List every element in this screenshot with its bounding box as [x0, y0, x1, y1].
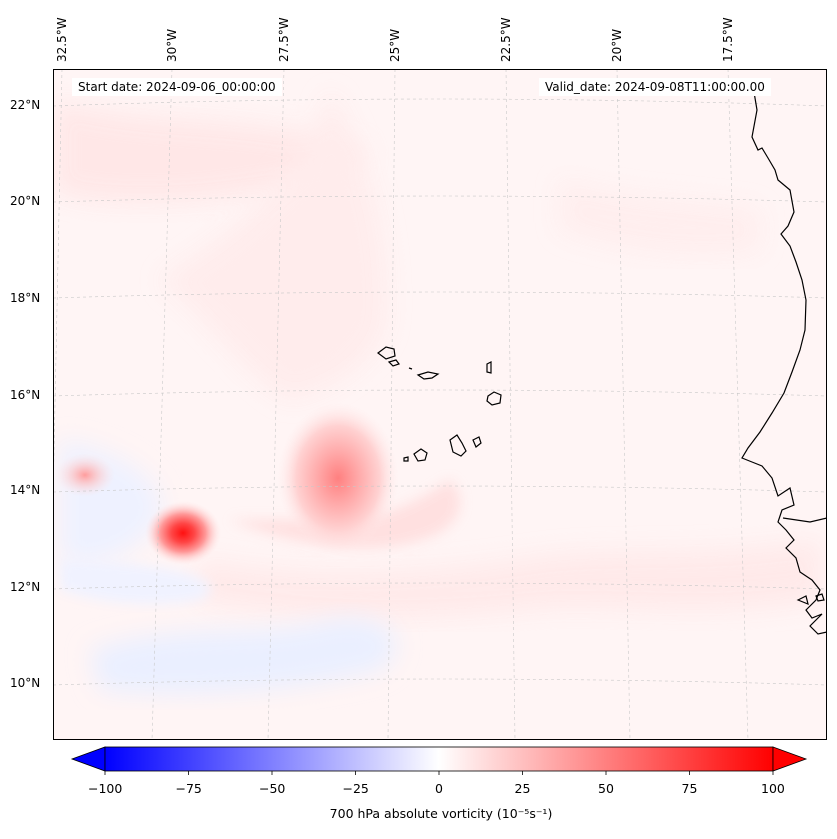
- lon-label-17-5w: 17.5°W: [721, 17, 735, 62]
- vortex-west: [145, 501, 221, 565]
- pink-band-east: [560, 180, 760, 254]
- pink-band-diagonal: [160, 90, 387, 400]
- cb-tick-label-neg25: −25: [342, 781, 369, 796]
- island-sao-nicolau: [416, 371, 440, 380]
- island-santiago: [449, 434, 467, 457]
- cb-tick-label-neg75: −75: [175, 781, 202, 796]
- africa-coastline: [741, 79, 827, 635]
- cb-tick-label-50: 50: [598, 781, 614, 796]
- colorbar: [70, 746, 808, 775]
- island-sao-vicente: [387, 359, 400, 367]
- island-bissagos-1: [796, 595, 809, 605]
- lon-label-27-5w: 27.5°W: [277, 17, 291, 62]
- cape-verde-islands: [377, 346, 502, 462]
- lat-label-22n: 22°N: [10, 98, 41, 112]
- lat-label-14n: 14°N: [10, 483, 41, 497]
- colorbar-gradient: [104, 746, 774, 772]
- lat-label-12n: 12°N: [10, 580, 41, 594]
- blue-band-mid: [60, 560, 211, 605]
- coast-western-sahara: [741, 79, 827, 635]
- pink-band-south: [200, 540, 820, 617]
- cb-tick-label-75: 75: [681, 781, 698, 796]
- lon-label-22-5w: 22.5°W: [499, 17, 513, 62]
- vortex-edge-spot: [55, 453, 115, 497]
- lat-label-18n: 18°N: [10, 291, 41, 305]
- island-sal: [486, 361, 492, 374]
- vorticity-map[interactable]: [53, 69, 827, 740]
- colorbar-low-extend: [70, 746, 106, 772]
- cb-tick-label-100: 100: [761, 781, 785, 796]
- coast-gambia: [782, 517, 827, 523]
- lon-label-20w: 20°W: [610, 28, 624, 62]
- island-brava: [403, 456, 409, 462]
- vortex-central: [278, 403, 398, 553]
- valid-date-label: Valid_date: 2024-09-08T11:00:00.00: [539, 78, 771, 96]
- pink-band-spiral: [230, 480, 460, 549]
- lat-label-10n: 10°N: [10, 676, 41, 690]
- lon-label-25w: 25°W: [388, 28, 402, 62]
- island-boa-vista: [486, 391, 502, 406]
- colorbar-ticks: [104, 771, 774, 775]
- lon-label-30w: 30°W: [165, 28, 179, 62]
- field-pink-bands: [53, 90, 820, 617]
- blue-band-south: [90, 618, 397, 694]
- island-small: [408, 367, 413, 370]
- island-bissagos-2: [815, 593, 825, 602]
- cb-tick-label-neg50: −50: [259, 781, 286, 796]
- lon-label-32-5w: 32.5°W: [55, 17, 69, 62]
- cb-tick-label-25: 25: [514, 781, 531, 796]
- colorbar-title: 700 hPa absolute vorticity (10⁻⁵s⁻¹): [329, 806, 553, 821]
- cb-tick-label-neg100: −100: [88, 781, 123, 796]
- lat-label-20n: 20°N: [10, 194, 41, 208]
- lat-label-16n: 16°N: [10, 388, 41, 402]
- island-fogo: [413, 448, 428, 462]
- cb-tick-label-0: 0: [435, 781, 443, 796]
- island-santo-antao: [377, 346, 396, 360]
- pink-band-north: [53, 100, 364, 202]
- island-maio: [472, 436, 482, 448]
- graticule: [53, 69, 827, 740]
- colorbar-high-extend: [772, 746, 808, 772]
- start-date-label: Start date: 2024-09-06_00:00:00: [72, 78, 282, 96]
